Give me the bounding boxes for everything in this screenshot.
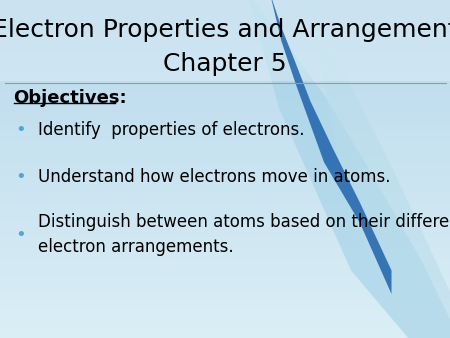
Bar [0, 220, 450, 225]
Bar [0, 192, 450, 197]
Bar [0, 152, 450, 158]
Bar [0, 310, 450, 315]
Bar [0, 101, 450, 107]
Bar [0, 28, 450, 34]
Bar [0, 62, 450, 68]
Bar [0, 129, 450, 135]
Text: Identify  properties of electrons.: Identify properties of electrons. [38, 121, 305, 139]
Bar [0, 107, 450, 113]
Bar [0, 315, 450, 321]
Bar [0, 45, 450, 51]
Bar [0, 276, 450, 282]
Bar [0, 84, 450, 90]
Bar [0, 146, 450, 152]
Bar [0, 34, 450, 40]
Bar [0, 203, 450, 209]
Polygon shape [270, 0, 392, 294]
Bar [0, 23, 450, 28]
Bar [0, 6, 450, 11]
Bar [0, 180, 450, 186]
Bar [0, 163, 450, 169]
Bar [0, 298, 450, 304]
Bar [0, 248, 450, 254]
Bar [0, 175, 450, 180]
Bar [0, 327, 450, 332]
Bar [0, 237, 450, 242]
Bar [0, 96, 450, 101]
Text: •: • [16, 168, 27, 187]
Bar [0, 186, 450, 192]
Bar [0, 51, 450, 56]
Bar [0, 287, 450, 293]
Bar [0, 169, 450, 175]
Bar [0, 141, 450, 146]
Bar [0, 214, 450, 220]
Text: Objectives:: Objectives: [14, 89, 127, 107]
Bar [0, 90, 450, 96]
Text: Chapter 5: Chapter 5 [163, 52, 287, 76]
Text: Understand how electrons move in atoms.: Understand how electrons move in atoms. [38, 168, 391, 187]
Bar [0, 0, 450, 6]
Bar [0, 158, 450, 163]
Bar [0, 79, 450, 84]
Bar [0, 124, 450, 129]
Text: Distinguish between atoms based on their different
electron arrangements.: Distinguish between atoms based on their… [38, 213, 450, 257]
Bar [0, 40, 450, 45]
Bar [0, 56, 450, 62]
Bar [0, 209, 450, 214]
Bar [0, 259, 450, 265]
Bar [0, 135, 450, 141]
Bar [0, 11, 450, 17]
Bar [0, 265, 450, 270]
Bar [0, 321, 450, 327]
Polygon shape [306, 0, 450, 338]
Text: •: • [16, 121, 27, 139]
Bar [0, 17, 450, 23]
Bar [0, 332, 450, 338]
Polygon shape [248, 0, 450, 338]
Bar [0, 231, 450, 237]
Text: Electron Properties and Arrangement: Electron Properties and Arrangement [0, 18, 450, 43]
Bar [0, 254, 450, 259]
Bar [0, 197, 450, 203]
Bar [0, 118, 450, 124]
Bar [0, 225, 450, 231]
Bar [0, 113, 450, 118]
Bar [0, 270, 450, 276]
Bar [0, 282, 450, 287]
Bar [0, 73, 450, 79]
Bar [0, 293, 450, 298]
Bar [0, 242, 450, 248]
Bar [0, 304, 450, 310]
Bar [0, 68, 450, 73]
Text: •: • [16, 226, 27, 244]
Bar [0, 0, 450, 81]
